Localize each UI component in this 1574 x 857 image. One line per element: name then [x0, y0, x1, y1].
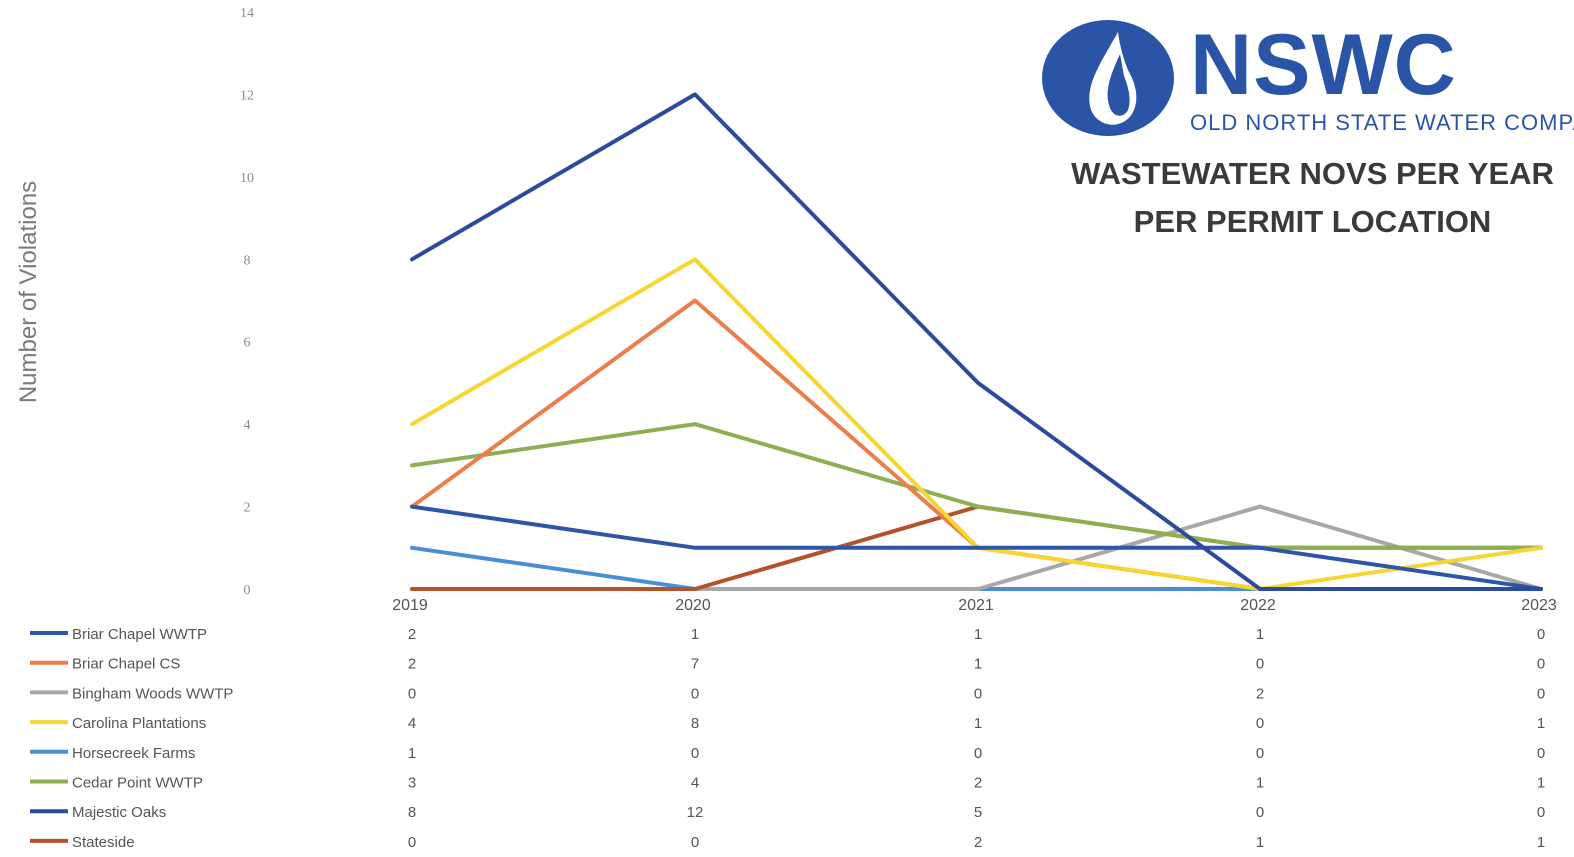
- legend-label: Stateside: [72, 834, 135, 851]
- table-cell: 2: [974, 834, 982, 851]
- x-tick-label: 2023: [1521, 597, 1557, 614]
- water-drop-icon: [1042, 20, 1174, 136]
- table-cell: 0: [974, 685, 982, 702]
- series-line: [410, 422, 1543, 550]
- table-cell: 0: [1537, 626, 1545, 643]
- y-tick-label: 8: [244, 253, 251, 268]
- legend-label: Horsecreek Farms: [72, 745, 195, 762]
- chart-title-line-1: WASTEWATER NOVS PER YEAR: [1071, 156, 1554, 191]
- y-axis-ticks: 0 2 4 6 8 10 12 14: [240, 6, 254, 598]
- y-tick-label: 4: [244, 418, 251, 433]
- table-cell: 2: [1256, 685, 1264, 702]
- x-axis-ticks: 2019 2020 2021 2022 2023: [392, 597, 1557, 614]
- x-tick-label: 2021: [958, 597, 994, 614]
- table-cell: 1: [1256, 775, 1264, 792]
- y-tick-label: 14: [240, 6, 254, 21]
- y-tick-label: 12: [240, 88, 254, 103]
- table-cell: 1: [1537, 775, 1545, 792]
- y-tick-label: 2: [244, 501, 251, 516]
- table-cell: 4: [691, 775, 699, 792]
- x-tick-label: 2022: [1240, 597, 1276, 614]
- table-cell: 0: [1537, 656, 1545, 673]
- table-cell: 8: [408, 804, 416, 821]
- table-cell: 1: [408, 745, 416, 762]
- legend-label: Cedar Point WWTP: [72, 775, 203, 792]
- legend-label: Bingham Woods WWTP: [72, 685, 233, 702]
- table-cell: 1: [1537, 834, 1545, 851]
- table-cell: 1: [974, 715, 982, 732]
- table-cell: 0: [1537, 745, 1545, 762]
- table-cell: 0: [691, 834, 699, 851]
- table-cell: 2: [408, 626, 416, 643]
- chart-title-line-2: PER PERMIT LOCATION: [1133, 204, 1492, 239]
- series-line: [410, 545, 1543, 591]
- table-cell: 0: [1537, 685, 1545, 702]
- legend-label: Majestic Oaks: [72, 804, 166, 821]
- table-cell: 0: [1256, 715, 1264, 732]
- table-cell: 0: [691, 745, 699, 762]
- table-cell: 1: [974, 656, 982, 673]
- table-cell: 7: [691, 656, 699, 673]
- series-lines: [410, 92, 1543, 591]
- table-cell: 1: [1256, 626, 1264, 643]
- table-cell: 2: [408, 656, 416, 673]
- legend-label: Carolina Plantations: [72, 715, 206, 732]
- table-cell: 12: [687, 804, 704, 821]
- table-cell: 0: [408, 834, 416, 851]
- nswc-logo: NSWC OLD NORTH STATE WATER COMPANY: [1040, 14, 1574, 144]
- series-line: [410, 92, 1543, 591]
- series-line: [410, 504, 1543, 591]
- table-cell: 0: [691, 685, 699, 702]
- table-cell: 8: [691, 715, 699, 732]
- table-cell: 1: [974, 626, 982, 643]
- table-cell: 1: [1256, 834, 1264, 851]
- y-tick-label: 10: [240, 171, 254, 186]
- x-tick-label: 2020: [675, 597, 711, 614]
- table-cell: 0: [1537, 804, 1545, 821]
- x-tick-label: 2019: [392, 597, 428, 614]
- y-axis-label: Number of Violations: [15, 181, 42, 403]
- table-cell: 0: [408, 685, 416, 702]
- table-cell: 0: [1256, 745, 1264, 762]
- table-cell: 1: [691, 626, 699, 643]
- y-tick-label: 6: [244, 336, 251, 351]
- table-cell: 0: [1256, 656, 1264, 673]
- data-table: Briar Chapel WWTP 2 1 1 1 0 Briar Chapel CS 2 7 1…: [30, 626, 1545, 851]
- logo-wordmark: NSWC: [1190, 17, 1457, 113]
- table-cell: 0: [1256, 804, 1264, 821]
- table-cell: 5: [974, 804, 982, 821]
- table-cell: 4: [408, 715, 416, 732]
- logo-subtitle: OLD NORTH STATE WATER COMPANY: [1190, 110, 1574, 135]
- table-cell: 2: [974, 775, 982, 792]
- table-cell: 3: [408, 775, 416, 792]
- legend-label: Briar Chapel WWTP: [72, 626, 207, 643]
- table-cell: 1: [1537, 715, 1545, 732]
- legend-label: Briar Chapel CS: [72, 656, 180, 673]
- table-cell: 0: [974, 745, 982, 762]
- chart-title: WASTEWATER NOVS PER YEAR PER PERMIT LOCA…: [1040, 150, 1574, 246]
- y-tick-label: 0: [244, 583, 251, 598]
